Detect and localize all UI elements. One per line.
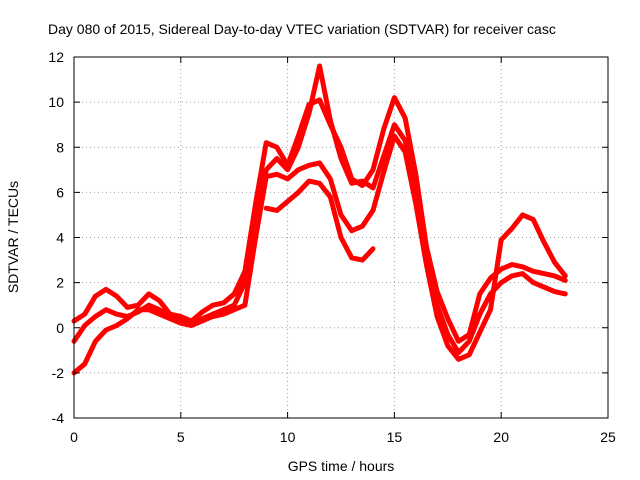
grid	[74, 57, 608, 418]
series-line-pass-4	[263, 178, 376, 263]
x-tick-label: 5	[177, 429, 185, 445]
x-tick-label: 25	[600, 429, 616, 445]
axis-ticks: 0 5 10 15 20 25 -4 -2 0 2 4 6 8 10 12	[48, 49, 616, 445]
y-tick-label: 0	[56, 320, 64, 336]
series-line-pass-1	[71, 95, 568, 344]
x-tick-label: 20	[493, 429, 509, 445]
y-tick-label: -4	[52, 410, 65, 426]
plot-series	[71, 63, 568, 376]
y-tick-label: 12	[48, 49, 64, 65]
x-tick-label: 10	[280, 429, 296, 445]
series-line-pass-2	[71, 63, 568, 356]
y-tick-label: 6	[56, 184, 64, 200]
chart-title: Day 080 of 2015, Sidereal Day-to-day VTE…	[48, 21, 556, 37]
series-line-pass-3	[71, 133, 568, 376]
y-tick-label: -2	[52, 365, 65, 381]
x-axis-label: GPS time / hours	[288, 458, 395, 474]
x-tick-label: 0	[70, 429, 78, 445]
x-tick-label: 15	[387, 429, 403, 445]
y-tick-label: 10	[48, 94, 64, 110]
y-tick-label: 8	[56, 139, 64, 155]
y-axis-label: SDTVAR / TECUs	[5, 181, 21, 293]
y-tick-label: 4	[56, 230, 64, 246]
y-tick-label: 2	[56, 275, 64, 291]
